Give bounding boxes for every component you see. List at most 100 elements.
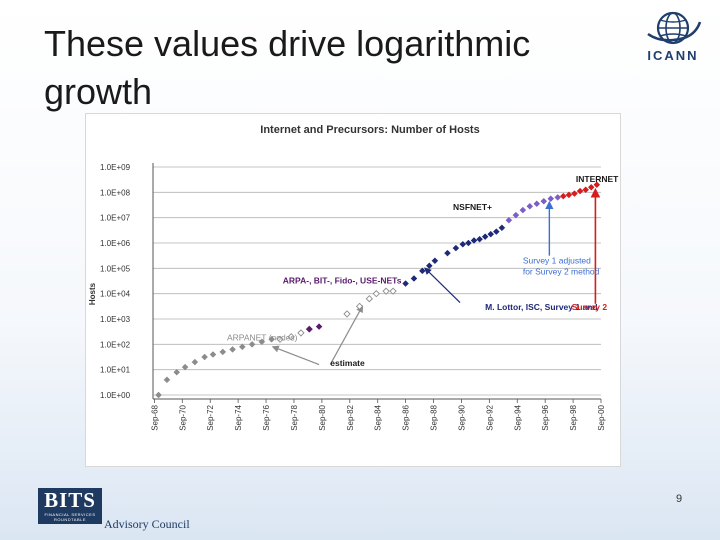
chart-point — [343, 310, 351, 318]
chart-series — [155, 335, 275, 399]
chart-annotation: NSFNET+ — [453, 202, 492, 212]
estimate-arrow — [271, 345, 320, 366]
chart-point — [540, 197, 548, 205]
chart-series — [276, 287, 397, 343]
chart-x-tick-label: Sep-86 — [402, 404, 411, 430]
chart-point — [219, 348, 227, 356]
chart-y-tick-label: 1.0E+01 — [100, 366, 131, 375]
chart-point — [533, 200, 541, 208]
chart-point — [163, 376, 171, 384]
globe-icon — [647, 11, 702, 45]
chart-point — [576, 187, 584, 195]
chart-point — [248, 340, 256, 348]
chart-series — [559, 181, 601, 200]
chart-point — [582, 186, 590, 194]
chart-x-tick-label: Sep-94 — [513, 404, 522, 430]
chart-point — [305, 325, 313, 333]
chart-x-tick-label: Sep-76 — [262, 404, 271, 430]
chart-x-tick-label: Sep-68 — [150, 404, 159, 430]
chart-annotation: M. Lottor, ISC, Survey 1 and — [485, 302, 597, 312]
chart-x-tick-label: Sep-78 — [290, 404, 299, 430]
slide-title: These values drive logarithmic growth — [44, 23, 531, 112]
chart-point — [410, 275, 418, 282]
chart-point — [565, 191, 573, 199]
chart-y-tick-label: 1.0E+00 — [100, 391, 131, 400]
chart-point — [268, 335, 275, 343]
chart-x-tick-label: Sep-90 — [457, 404, 466, 430]
chart-annotation: estimate — [330, 358, 365, 368]
chart-point — [571, 190, 578, 197]
chart-point — [181, 363, 189, 371]
chart-point — [452, 244, 460, 252]
chart-point — [355, 302, 364, 310]
chart-annotation: Survey 1 adjusted — [523, 255, 591, 265]
icann-wordmark: ICANN — [647, 48, 699, 63]
footer-caption: Advisory Council — [104, 517, 190, 531]
bits-logo-text: BITS — [44, 488, 96, 512]
chart-point — [470, 237, 478, 244]
chart-y-tick-label: 1.0E+06 — [100, 239, 131, 248]
chart-point — [487, 230, 495, 238]
chart-y-tick-label: 1.0E+08 — [100, 188, 131, 197]
chart-point — [229, 346, 236, 353]
chart-x-tick-label: Sep-98 — [569, 404, 578, 430]
chart-series — [505, 194, 562, 224]
chart-x-tick-label: Sep-80 — [318, 404, 327, 430]
chart-point — [382, 287, 390, 295]
chart-annotation: Survey 2 — [572, 302, 608, 312]
page-number: 9 — [675, 493, 683, 505]
chart-x-tick-label: Sep-88 — [430, 404, 439, 430]
chart-point — [554, 194, 562, 201]
hosts-chart: Internet and Precursors: Number of Hosts… — [85, 113, 621, 467]
chart-annotation: ARPA-, BIT-, Fido-, USE-NETs — [283, 276, 402, 286]
icann-logo: ICANN — [640, 8, 706, 68]
chart-point — [505, 216, 513, 224]
chart-y-tick-label: 1.0E+03 — [100, 315, 131, 324]
chart-x-tick-label: Sep-92 — [485, 404, 494, 430]
chart-y-tick-label: 1.0E+07 — [100, 214, 131, 223]
chart-point — [209, 351, 217, 358]
chart-point — [431, 257, 439, 265]
chart-point — [173, 368, 181, 376]
survey1-arrow — [424, 267, 461, 303]
chart-point — [389, 287, 397, 295]
chart-point — [459, 240, 467, 248]
chart-point — [498, 224, 506, 232]
chart-series — [402, 224, 506, 287]
chart-x-tick-label: Sep-70 — [178, 404, 187, 430]
chart-annotation: ARPANET (nodes) — [227, 333, 298, 343]
chart-point — [372, 290, 380, 298]
chart-point — [444, 249, 451, 257]
chart-y-tick-label: 1.0E+04 — [100, 290, 131, 299]
chart-point — [276, 335, 284, 343]
chart-x-tick-label: Sep-00 — [597, 404, 606, 430]
chart-point — [481, 233, 489, 241]
chart-point — [238, 343, 246, 351]
chart-point — [258, 338, 266, 346]
chart-x-tick-label: Sep-74 — [234, 404, 243, 430]
chart-y-tick-label: 1.0E+05 — [100, 264, 131, 273]
chart-series — [305, 323, 323, 333]
chart-point — [155, 391, 162, 399]
chart-x-tick-label: Sep-84 — [374, 404, 383, 430]
chart-point — [559, 192, 567, 200]
bits-logo-subtext: FINANCIAL SERVICES ROUNDTABLE — [44, 512, 96, 522]
chart-point — [476, 235, 483, 243]
chart-point — [587, 183, 595, 191]
estimate-arrow — [329, 305, 364, 365]
chart-x-tick-label: Sep-96 — [541, 404, 550, 430]
chart-point — [419, 267, 426, 275]
chart-annotation: INTERNET — [576, 174, 619, 184]
chart-title: Internet and Precursors: Number of Hosts — [260, 124, 479, 136]
chart-point — [287, 333, 295, 341]
chart-x-tick-label: Sep-82 — [346, 404, 355, 430]
chart-point — [425, 262, 433, 270]
chart-point — [492, 228, 500, 235]
chart-y-tick-label: 1.0E+09 — [100, 163, 131, 172]
chart-point — [512, 211, 520, 219]
chart-y-axis-label: Hosts — [88, 282, 97, 305]
chart-point — [402, 280, 409, 287]
chart-point — [315, 323, 323, 330]
chart-point — [547, 195, 555, 203]
chart-annotation: for Survey 2 method — [523, 267, 600, 277]
